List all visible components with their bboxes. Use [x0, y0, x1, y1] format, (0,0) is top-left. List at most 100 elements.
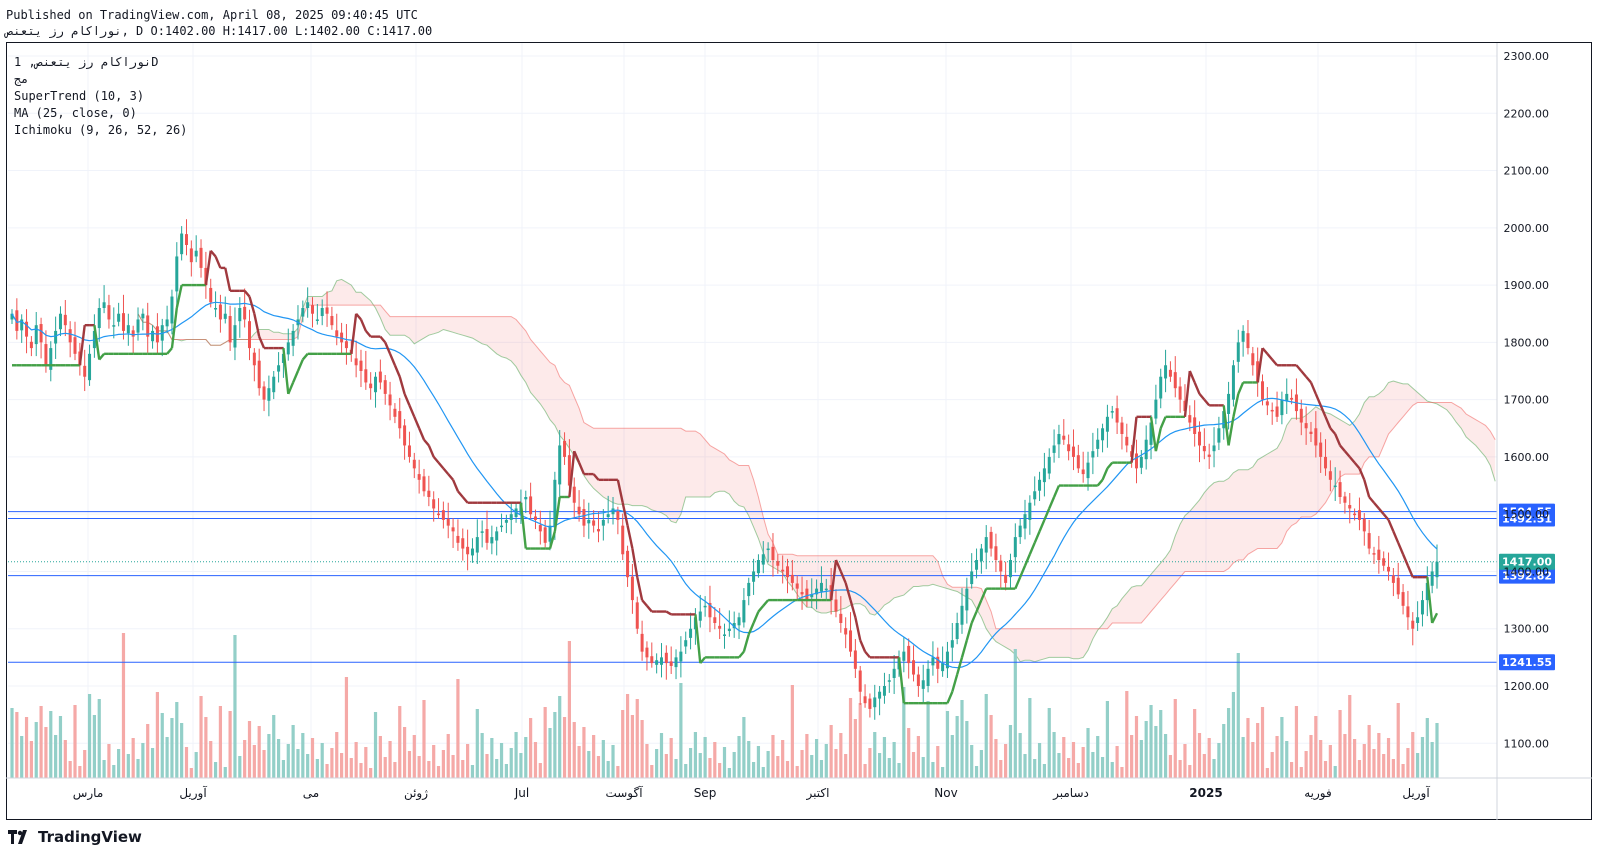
candle-body	[810, 594, 814, 598]
supertrend-segment	[1392, 530, 1400, 544]
supertrend-segment	[1222, 405, 1230, 446]
supertrend-segment	[1038, 519, 1046, 532]
candle-body	[902, 651, 906, 661]
supertrend-segment	[859, 639, 867, 653]
volume-bar	[679, 683, 683, 778]
volume-bar	[1071, 742, 1076, 778]
tv-brand-name: TradingView	[38, 828, 142, 846]
level-label-box	[1499, 654, 1555, 671]
candle-body	[83, 365, 87, 377]
candle-body	[1159, 376, 1163, 399]
candle-body	[480, 531, 484, 533]
supertrend-segment	[641, 599, 648, 607]
supertrend-segment	[742, 634, 750, 652]
supertrend-segment	[1300, 370, 1308, 378]
candle-body	[1338, 482, 1342, 497]
candle-body	[592, 520, 596, 526]
candle-body	[684, 640, 688, 647]
x-tick-label: دسامبر	[1052, 786, 1089, 801]
candle-body	[1173, 372, 1177, 389]
volume-bar	[1188, 765, 1192, 778]
volume-bar	[1353, 739, 1357, 778]
volume-bar	[470, 765, 475, 778]
volume-bar	[558, 696, 562, 778]
supertrend-segment	[1271, 358, 1278, 367]
volume-bar	[373, 712, 378, 778]
volume-bar	[926, 701, 930, 778]
volume-bar	[698, 753, 702, 778]
candle-body	[1343, 496, 1347, 503]
volume-bar	[941, 767, 945, 778]
volume-bar	[1052, 732, 1056, 778]
candle-body	[941, 663, 945, 672]
candle-body	[1207, 454, 1211, 457]
tradingview-logo[interactable]: TradingView	[8, 828, 142, 846]
volume-bar	[1396, 703, 1400, 778]
candle-body	[456, 535, 460, 543]
candle-body	[1367, 533, 1371, 549]
volume-bar	[1377, 733, 1381, 778]
candle-body	[1411, 620, 1415, 629]
volume-bar	[58, 716, 63, 778]
supertrend-segment	[1377, 507, 1385, 515]
volume-bar	[863, 764, 867, 778]
volume-bar	[1105, 701, 1110, 778]
volume-bar	[315, 759, 319, 778]
candle-body	[1382, 558, 1386, 566]
candle-body	[1198, 431, 1201, 446]
supertrend-segment	[864, 650, 871, 659]
volume-bar	[1425, 718, 1429, 778]
volume-bar	[330, 748, 334, 778]
volume-bar	[1280, 717, 1284, 778]
volume-bar	[771, 735, 775, 778]
volume-bar	[63, 740, 67, 778]
volume-bar	[97, 699, 101, 778]
supertrend-segment	[1101, 467, 1109, 481]
volume-bar	[1236, 653, 1240, 778]
candle-body	[1387, 566, 1391, 572]
grid	[8, 43, 1497, 778]
volume-bar	[446, 734, 450, 778]
volume-bar	[776, 756, 780, 778]
volume-bar	[543, 707, 547, 778]
candle-body	[112, 325, 116, 327]
candle-body	[165, 319, 169, 327]
volume-bar	[228, 711, 232, 778]
volume-bar	[1338, 710, 1342, 778]
candle-body	[29, 341, 33, 349]
candle-body	[689, 628, 693, 638]
supertrend-segment	[1193, 381, 1201, 395]
candle-body	[1096, 439, 1100, 449]
legend-ichimoku: Ichimoku (9, 26, 52, 26)	[14, 123, 188, 137]
candle-body	[286, 342, 290, 355]
candle-body	[1396, 577, 1400, 595]
candle-body	[1328, 471, 1332, 480]
candle-body	[262, 386, 266, 400]
candle-body	[1227, 393, 1231, 414]
volume-bar	[955, 716, 959, 778]
candle-body	[330, 316, 334, 326]
volume-bar	[737, 736, 741, 778]
candle-body	[175, 256, 179, 292]
supertrend-segment	[951, 674, 959, 693]
volume-bar	[950, 735, 954, 778]
candle-body	[1241, 330, 1245, 342]
volume-bar	[853, 719, 857, 778]
candle-body	[640, 633, 644, 652]
supertrend-segment	[1382, 513, 1390, 521]
candle-body	[15, 310, 19, 331]
volume-bar	[1018, 733, 1022, 778]
volume-bar	[839, 733, 843, 778]
supertrend-segment	[1256, 347, 1264, 383]
volume-bar	[562, 717, 567, 778]
ohlc-line: نوراکام رز یتعنص, D O:1402.00 H:1417.00 …	[6, 24, 433, 38]
candle-body	[1299, 408, 1303, 423]
supertrend-segment	[461, 496, 469, 504]
volume-bar	[432, 745, 436, 778]
candle-body	[432, 499, 436, 509]
candle-body	[553, 479, 557, 528]
candle-body	[664, 652, 668, 664]
candle-body	[1125, 436, 1129, 446]
volume-bar	[1304, 751, 1308, 778]
